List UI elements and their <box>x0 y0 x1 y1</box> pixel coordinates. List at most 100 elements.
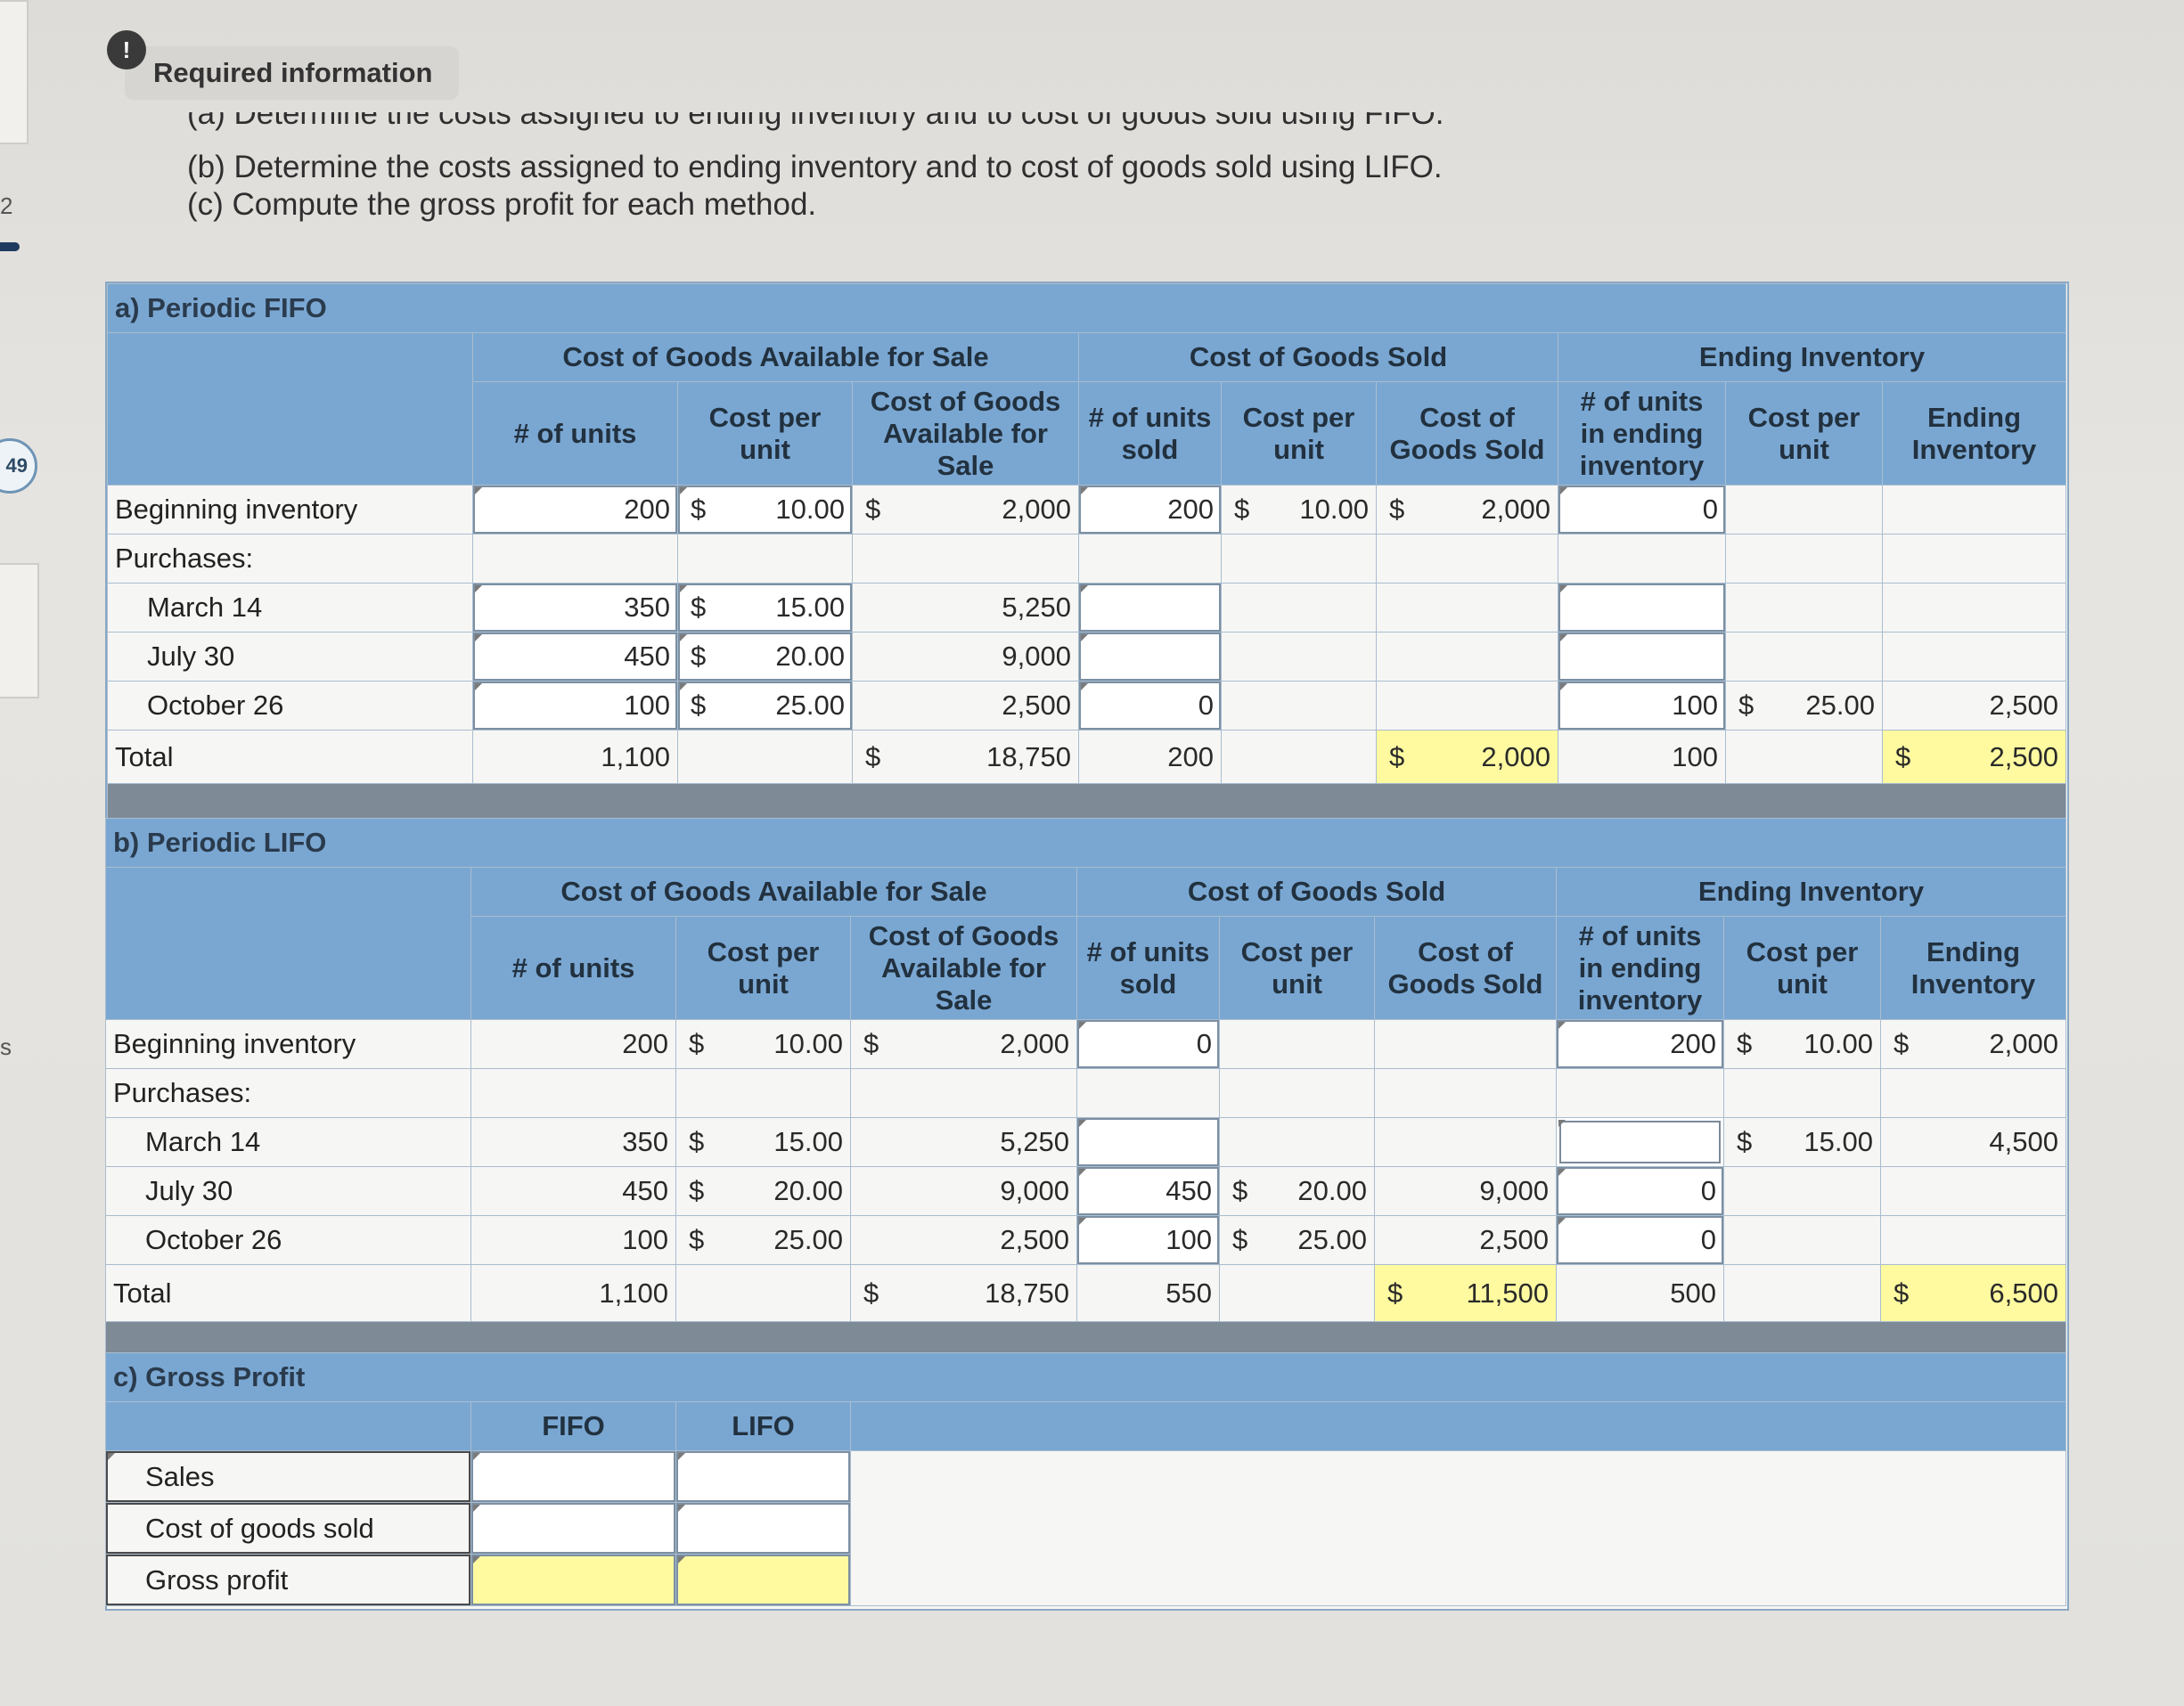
col-cogs: Cost of Goods Sold <box>1374 916 1557 1020</box>
lifo-total-units-ending: 500 <box>1556 1264 1724 1322</box>
lifo-beg-amount: $2,000 <box>850 1019 1077 1069</box>
col-cost-per-unit-sold: Cost per unit <box>1219 916 1375 1020</box>
col-cogas: Cost of Goods Available for Sale <box>852 381 1079 486</box>
left-progress-bar <box>0 242 20 251</box>
fifo-row-march14: March 14 350 $15.00 5,250 <box>107 583 2067 633</box>
fifo-m14-units-ending[interactable] <box>1558 583 1726 633</box>
fifo-table: a) Periodic FIFO Cost of Goods Available… <box>106 283 2067 833</box>
instruction-a: (a) Determine the costs assigned to endi… <box>187 112 1444 131</box>
lifo-row-october26: October 26 100 $25.00 2,500 100 $25.00 2… <box>105 1215 2066 1265</box>
lifo-m14-units-ending[interactable] <box>1556 1117 1724 1167</box>
lifo-j30-cost: $20.00 <box>675 1166 851 1216</box>
row-label: Gross profit <box>105 1554 471 1606</box>
gp-sales-lifo[interactable] <box>675 1450 851 1503</box>
fifo-m14-amount: 5,250 <box>852 583 1079 633</box>
lifo-beg-units-sold[interactable]: 0 <box>1076 1019 1220 1069</box>
header-blank <box>105 867 471 1020</box>
fifo-beg-cogs: $2,000 <box>1376 485 1558 535</box>
lifo-beg-cost: $10.00 <box>675 1019 851 1069</box>
fifo-o26-units-sold[interactable]: 0 <box>1078 681 1222 731</box>
fifo-o26-units-ending[interactable]: 100 <box>1558 681 1726 731</box>
fifo-title: a) Periodic FIFO <box>106 283 2067 333</box>
lifo-m14-units-sold[interactable] <box>1076 1117 1220 1167</box>
lifo-o26-cost-sold: $25.00 <box>1219 1215 1375 1265</box>
gross-profit-table: c) Gross Profit FIFO LIFO Sales Cost of … <box>104 1352 2067 1606</box>
fifo-beg-cost[interactable]: $10.00 <box>677 485 853 535</box>
lifo-total-units: 1,100 <box>470 1264 676 1322</box>
row-label: Total <box>107 730 473 784</box>
col-cost-per-unit-ending: Cost per unit <box>1725 381 1883 486</box>
lifo-o26-units-ending[interactable]: 0 <box>1556 1215 1724 1265</box>
gp-cogs-fifo[interactable] <box>470 1502 676 1555</box>
gp-sales-fifo[interactable] <box>470 1450 676 1503</box>
gp-gross-profit-lifo[interactable] <box>675 1554 851 1606</box>
lifo-o26-cogs: 2,500 <box>1374 1215 1557 1265</box>
col-cogs: Cost of Goods Sold <box>1376 381 1558 486</box>
row-label: July 30 <box>107 632 473 682</box>
group-cogas: Cost of Goods Available for Sale <box>472 332 1079 382</box>
fifo-j30-amount: 9,000 <box>852 632 1079 682</box>
info-icon: ! <box>107 30 146 69</box>
lifo-total-units-sold: 550 <box>1076 1264 1220 1322</box>
fifo-beg-amount: $2,000 <box>852 485 1079 535</box>
row-label: Beginning inventory <box>107 485 473 535</box>
lifo-m14-cost: $15.00 <box>675 1117 851 1167</box>
lifo-beg-cost-ending: $10.00 <box>1723 1019 1881 1069</box>
left-question-badge[interactable]: 49 <box>0 438 37 494</box>
fifo-beg-units-sold[interactable]: 200 <box>1078 485 1222 535</box>
lifo-title: b) Periodic LIFO <box>105 818 2066 868</box>
lifo-beg-units-ending[interactable]: 200 <box>1556 1019 1724 1069</box>
left-fragment-text: 2 <box>0 192 13 219</box>
col-lifo: LIFO <box>675 1401 851 1451</box>
fifo-row-total: Total 1,100 $18,750 200 $2,000 100 $2,50… <box>107 730 2067 784</box>
fifo-m14-units-sold[interactable] <box>1078 583 1222 633</box>
fifo-m14-cost[interactable]: $15.00 <box>677 583 853 633</box>
lifo-j30-cost-sold: $20.00 <box>1219 1166 1375 1216</box>
lifo-beg-ending-inv: $2,000 <box>1880 1019 2066 1069</box>
header-blank <box>105 1401 471 1451</box>
fifo-total-cogs: $2,000 <box>1376 730 1558 784</box>
row-label: Sales <box>105 1450 471 1503</box>
col-ending-inventory: Ending Inventory <box>1880 916 2066 1020</box>
lifo-total-ending-inv: $6,500 <box>1880 1264 2066 1322</box>
fifo-row-beginning: Beginning inventory 200 $10.00 $2,000 20… <box>107 485 2067 535</box>
col-cost-per-unit-ending: Cost per unit <box>1723 916 1881 1020</box>
lifo-row-march14: March 14 350 $15.00 5,250 $15.00 4,500 <box>105 1117 2066 1167</box>
lifo-j30-units-ending[interactable]: 0 <box>1556 1166 1724 1216</box>
gp-row-gross-profit: Gross profit <box>105 1554 2066 1606</box>
col-cogas: Cost of Goods Available for Sale <box>850 916 1077 1020</box>
fifo-beg-units[interactable]: 200 <box>472 485 678 535</box>
fifo-j30-units[interactable]: 450 <box>472 632 678 682</box>
instruction-b: (b) Determine the costs assigned to endi… <box>187 150 1443 184</box>
fifo-o26-cost-ending: $25.00 <box>1725 681 1883 731</box>
row-label: October 26 <box>107 681 473 731</box>
left-panel-fragment <box>0 0 29 144</box>
fifo-j30-units-ending[interactable] <box>1558 632 1726 682</box>
group-cogas: Cost of Goods Available for Sale <box>470 867 1077 917</box>
fifo-row-purchases: Purchases: <box>107 534 2067 584</box>
fifo-o26-units[interactable]: 100 <box>472 681 678 731</box>
fifo-beg-units-ending[interactable]: 0 <box>1558 485 1726 535</box>
fifo-total-ending-inv: $2,500 <box>1881 730 2067 784</box>
row-label: Total <box>105 1264 471 1322</box>
required-information-title: Required information <box>125 46 460 100</box>
fifo-m14-units[interactable]: 350 <box>472 583 678 633</box>
row-label: October 26 <box>105 1215 471 1265</box>
col-units-sold: # of units sold <box>1078 381 1222 486</box>
col-units-ending: # of units in ending inventory <box>1558 381 1726 486</box>
fifo-o26-amount: 2,500 <box>852 681 1079 731</box>
lifo-table: b) Periodic LIFO Cost of Goods Available… <box>105 818 2066 1371</box>
lifo-o26-units-sold[interactable]: 100 <box>1076 1215 1220 1265</box>
fifo-o26-cost[interactable]: $25.00 <box>677 681 853 731</box>
gp-gross-profit-fifo[interactable] <box>470 1554 676 1606</box>
lifo-total-cogs: $11,500 <box>1374 1264 1557 1322</box>
fifo-j30-cost[interactable]: $20.00 <box>677 632 853 682</box>
gp-cogs-lifo[interactable] <box>675 1502 851 1555</box>
row-label: Cost of goods sold <box>105 1502 471 1555</box>
col-fifo: FIFO <box>470 1401 676 1451</box>
col-units: # of units <box>472 381 678 486</box>
left-panel-fragment-2 <box>0 563 39 698</box>
lifo-j30-units-sold[interactable]: 450 <box>1076 1166 1220 1216</box>
lifo-j30-cogs: 9,000 <box>1374 1166 1557 1216</box>
fifo-j30-units-sold[interactable] <box>1078 632 1222 682</box>
